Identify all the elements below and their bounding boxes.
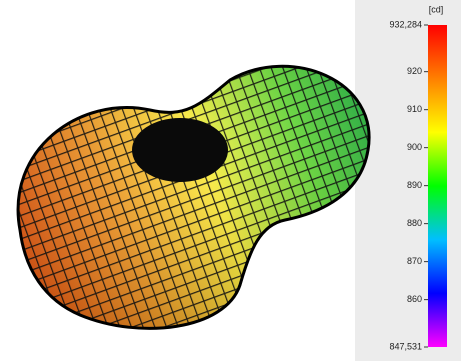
colorbar-tick-label: 860 (407, 294, 422, 304)
colorbar-tick-label: 910 (407, 104, 422, 114)
colorbar-tick-label: 920 (407, 66, 422, 76)
colorbar-tick-label: 932,284 (389, 19, 422, 29)
colorbar-tick-label: 890 (407, 180, 422, 190)
colorbar (428, 25, 447, 347)
colorbar-tick-label: 870 (407, 256, 422, 266)
surface-hole (132, 118, 228, 182)
colorbar-unit: [cd] (429, 4, 444, 14)
surface (18, 66, 370, 329)
surface-outline (16, 64, 371, 330)
colorbar-tick-label: 880 (407, 218, 422, 228)
colorbar-tick-label: 847,531 (389, 341, 422, 351)
colorbar-tick-label: 900 (407, 142, 422, 152)
